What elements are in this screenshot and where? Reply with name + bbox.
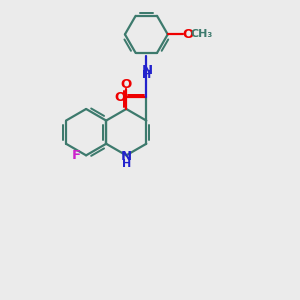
Text: H: H bbox=[122, 159, 131, 169]
Text: CH₃: CH₃ bbox=[191, 29, 213, 39]
Text: O: O bbox=[115, 91, 126, 104]
Text: O: O bbox=[182, 28, 194, 41]
Text: N: N bbox=[141, 64, 152, 77]
Text: F: F bbox=[72, 149, 81, 162]
Text: O: O bbox=[121, 77, 132, 91]
Text: H: H bbox=[142, 70, 152, 80]
Text: N: N bbox=[121, 150, 132, 163]
